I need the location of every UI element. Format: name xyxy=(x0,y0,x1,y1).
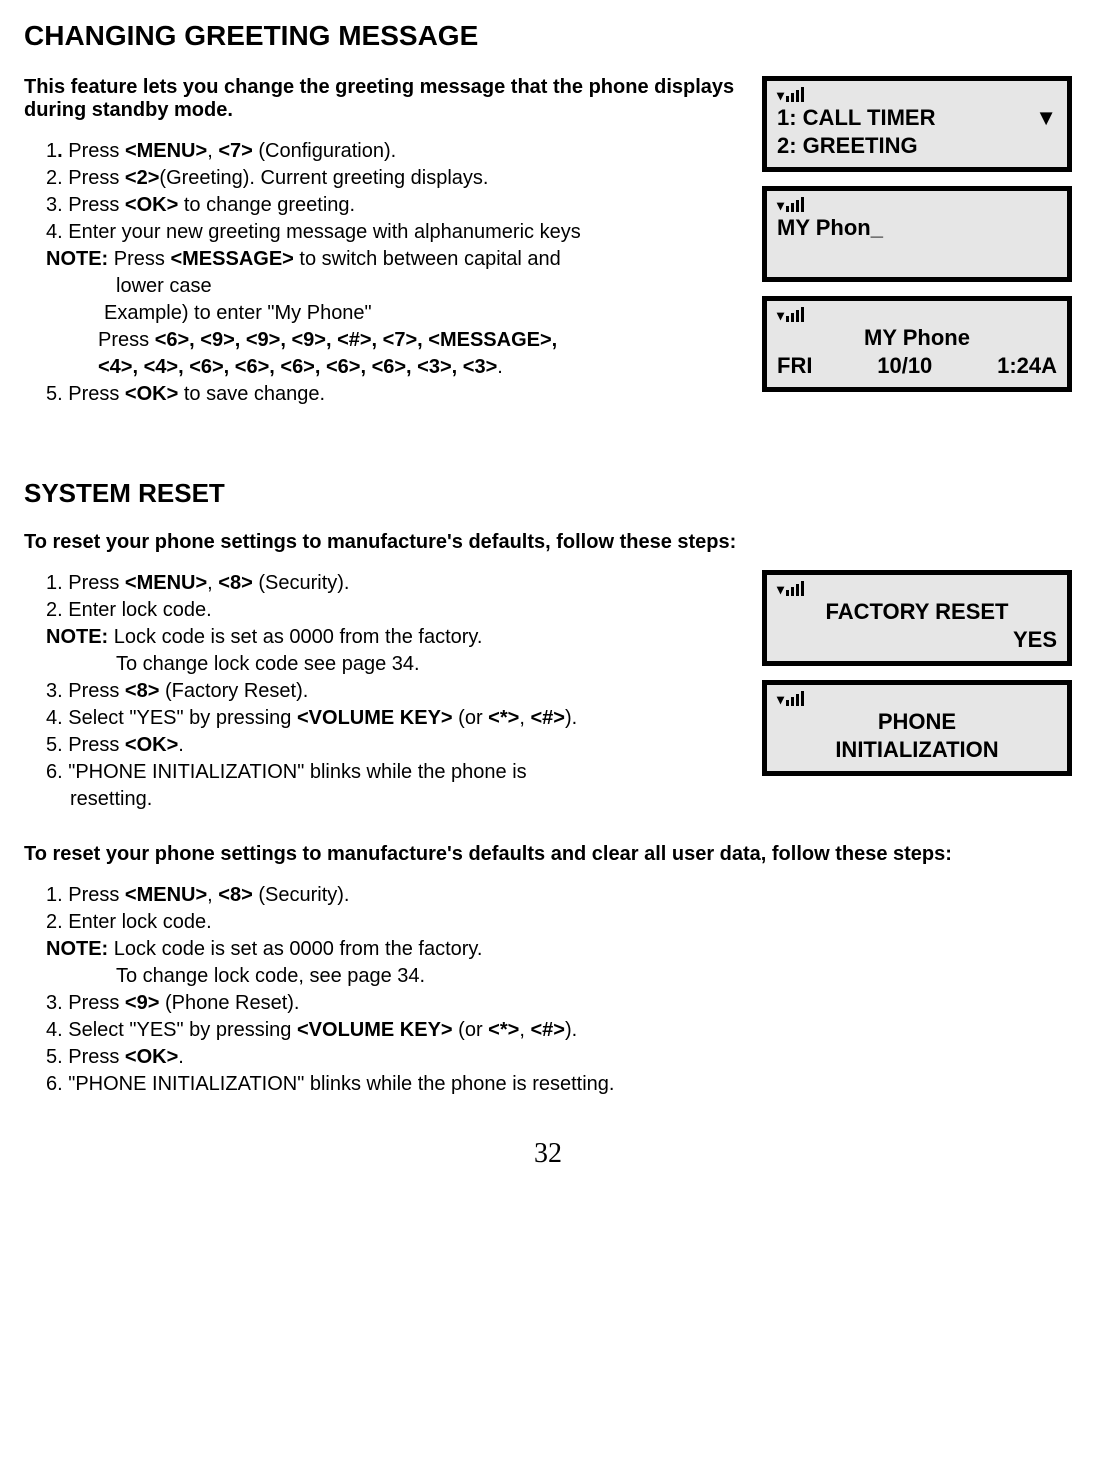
signal-icon: ▾ xyxy=(777,691,1057,706)
screen-line: 1: CALL TIMER xyxy=(777,105,935,130)
reset-a-step-6b: resetting. xyxy=(70,786,742,813)
reset-a-step-6a: 6. "PHONE INITIALIZATION" blinks while t… xyxy=(46,759,742,786)
reset-a-step-5: 5. Press <OK>. xyxy=(46,732,742,759)
greeting-step-3: 3. Press <OK> to change greeting. xyxy=(46,192,742,219)
reset-b-step-6: 6. "PHONE INITIALIZATION" blinks while t… xyxy=(46,1071,1072,1098)
page-number: 32 xyxy=(24,1138,1072,1170)
down-triangle-icon: ▼ xyxy=(1035,104,1057,132)
signal-icon: ▾ xyxy=(777,197,1057,212)
greeting-intro: This feature lets you change the greetin… xyxy=(24,76,742,122)
greeting-step-2: 2. Press <2>(Greeting). Current greeting… xyxy=(46,165,742,192)
reset-b-step-2: 2. Enter lock code. xyxy=(46,909,1072,936)
greeting-step-4: 4. Enter your new greeting message with … xyxy=(46,219,742,246)
signal-icon: ▾ xyxy=(777,307,1057,322)
greeting-step-5: 5. Press <OK> to save change. xyxy=(46,381,742,408)
phone-screen-menu: ▾ 1: CALL TIMER ▼ 2: GREETING xyxy=(762,76,1072,172)
reset-a-step-1: 1. Press <MENU>, <8> (Security). xyxy=(46,570,742,597)
reset-b-step-3: 3. Press <9> (Phone Reset). xyxy=(46,990,1072,1017)
reset-a-step-4: 4. Select "YES" by pressing <VOLUME KEY>… xyxy=(46,705,742,732)
section-title-reset: SYSTEM RESET xyxy=(24,478,1072,509)
reset-intro-1: To reset your phone settings to manufact… xyxy=(24,531,1072,554)
greeting-note-sub: lower case xyxy=(116,273,742,300)
screen-line: FACTORY RESET xyxy=(777,598,1057,626)
phone-screen-factory-reset: ▾ FACTORY RESET YES xyxy=(762,570,1072,666)
screen-line: FRI10/101:24A xyxy=(777,352,1057,380)
screen-line: 2: GREETING xyxy=(777,132,1057,160)
reset-b-note: NOTE: Lock code is set as 0000 from the … xyxy=(46,936,1072,963)
reset-b-step-1: 1. Press <MENU>, <8> (Security). xyxy=(46,882,1072,909)
greeting-step-1: 1. Press <MENU>, <7> (Configuration). xyxy=(46,138,742,165)
phone-screen-entry: ▾ MY Phon_ xyxy=(762,186,1072,282)
greeting-example-c: <4>, <4>, <6>, <6>, <6>, <6>, <6>, <3>, … xyxy=(98,354,742,381)
signal-icon: ▾ xyxy=(777,581,1057,596)
reset-b-note-sub: To change lock code, see page 34. xyxy=(116,963,1072,990)
screen-line: MY Phone xyxy=(777,324,1057,352)
greeting-example-b: Press <6>, <9>, <9>, <9>, <#>, <7>, <MES… xyxy=(98,327,742,354)
reset-intro-2: To reset your phone settings to manufact… xyxy=(24,843,1072,866)
screen-line: INITIALIZATION xyxy=(777,736,1057,764)
reset-b-step-4: 4. Select "YES" by pressing <VOLUME KEY>… xyxy=(46,1017,1072,1044)
phone-screen-initialization: ▾ PHONE INITIALIZATION xyxy=(762,680,1072,776)
screen-line: MY Phon_ xyxy=(777,214,1057,242)
phone-screen-standby: ▾ MY Phone FRI10/101:24A xyxy=(762,296,1072,392)
greeting-example-a: Example) to enter "My Phone" xyxy=(104,300,742,327)
reset-a-note-sub: To change lock code see page 34. xyxy=(116,651,742,678)
section-title-greeting: CHANGING GREETING MESSAGE xyxy=(24,20,1072,52)
reset-a-note: NOTE: Lock code is set as 0000 from the … xyxy=(46,624,742,651)
reset-a-step-2: 2. Enter lock code. xyxy=(46,597,742,624)
reset-b-step-5: 5. Press <OK>. xyxy=(46,1044,1072,1071)
screen-line: YES xyxy=(777,626,1057,654)
greeting-note: NOTE: Press <MESSAGE> to switch between … xyxy=(46,246,742,273)
screen-line: PHONE xyxy=(777,708,1057,736)
reset-a-step-3: 3. Press <8> (Factory Reset). xyxy=(46,678,742,705)
signal-icon: ▾ xyxy=(777,87,1057,102)
